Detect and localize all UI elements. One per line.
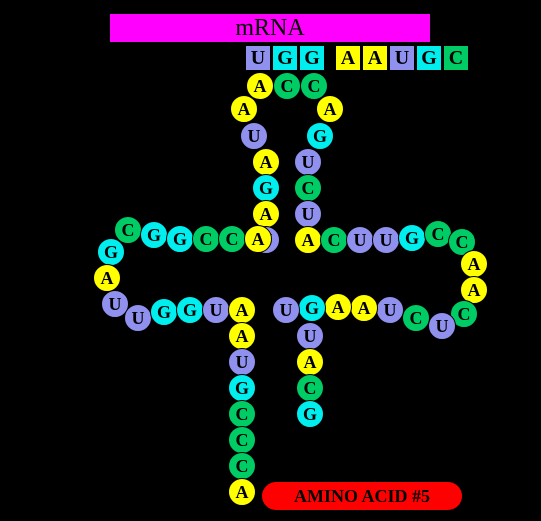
nucleotide-G: G xyxy=(298,294,326,322)
nucleotide-C: C xyxy=(218,225,246,253)
nucleotide-G: G xyxy=(296,400,324,428)
nucleotide-U: U xyxy=(240,122,268,150)
codon-base: A xyxy=(336,46,360,70)
nucleotide-U: U xyxy=(296,322,324,350)
nucleotide-C: C xyxy=(402,304,430,332)
nucleotide-G: G xyxy=(176,296,204,324)
codon-base: G xyxy=(300,46,324,70)
codon-base: G xyxy=(273,46,297,70)
nucleotide-U: U xyxy=(294,200,322,228)
nucleotide-G: G xyxy=(150,298,178,326)
nucleotide-U: U xyxy=(294,148,322,176)
nucleotide-A: A xyxy=(252,148,280,176)
nucleotide-U: U xyxy=(272,296,300,324)
nucleotide-A: A xyxy=(228,296,256,324)
nucleotide-A: A xyxy=(296,348,324,376)
codon-base: G xyxy=(417,46,441,70)
codon-base: U xyxy=(390,46,414,70)
nucleotide-C: C xyxy=(228,426,256,454)
nucleotide-A: A xyxy=(252,200,280,228)
nucleotide-A: A xyxy=(324,293,352,321)
nucleotide-U: U xyxy=(202,296,230,324)
nucleotide-G: G xyxy=(166,225,194,253)
nucleotide-C: C xyxy=(296,374,324,402)
nucleotide-U: U xyxy=(376,296,404,324)
nucleotide-C: C xyxy=(273,72,301,100)
mrna-label-bar: mRNA xyxy=(110,14,430,42)
nucleotide-A: A xyxy=(93,264,121,292)
nucleotide-C: C xyxy=(294,174,322,202)
nucleotide-C: C xyxy=(192,225,220,253)
codon-base: A xyxy=(363,46,387,70)
nucleotide-C: C xyxy=(320,226,348,254)
nucleotide-U: U xyxy=(124,304,152,332)
nucleotide-U: U xyxy=(346,226,374,254)
nucleotide-G: G xyxy=(97,238,125,266)
nucleotide-U: U xyxy=(428,312,456,340)
nucleotide-G: G xyxy=(252,174,280,202)
nucleotide-A: A xyxy=(244,225,272,253)
nucleotide-C: C xyxy=(228,452,256,480)
nucleotide-A: A xyxy=(460,250,488,278)
nucleotide-A: A xyxy=(350,294,378,322)
amino-acid-pill: AMINO ACID #5 xyxy=(262,482,462,510)
codon-base: U xyxy=(246,46,270,70)
nucleotide-U: U xyxy=(372,226,400,254)
nucleotide-A: A xyxy=(230,95,258,123)
nucleotide-A: A xyxy=(294,226,322,254)
nucleotide-G: G xyxy=(398,224,426,252)
nucleotide-A: A xyxy=(228,478,256,506)
nucleotide-A: A xyxy=(228,322,256,350)
nucleotide-G: G xyxy=(228,374,256,402)
nucleotide-A: A xyxy=(316,95,344,123)
nucleotide-C: C xyxy=(228,400,256,428)
codon-base: C xyxy=(444,46,468,70)
nucleotide-G: G xyxy=(140,221,168,249)
nucleotide-G: G xyxy=(306,122,334,150)
nucleotide-U: U xyxy=(228,348,256,376)
